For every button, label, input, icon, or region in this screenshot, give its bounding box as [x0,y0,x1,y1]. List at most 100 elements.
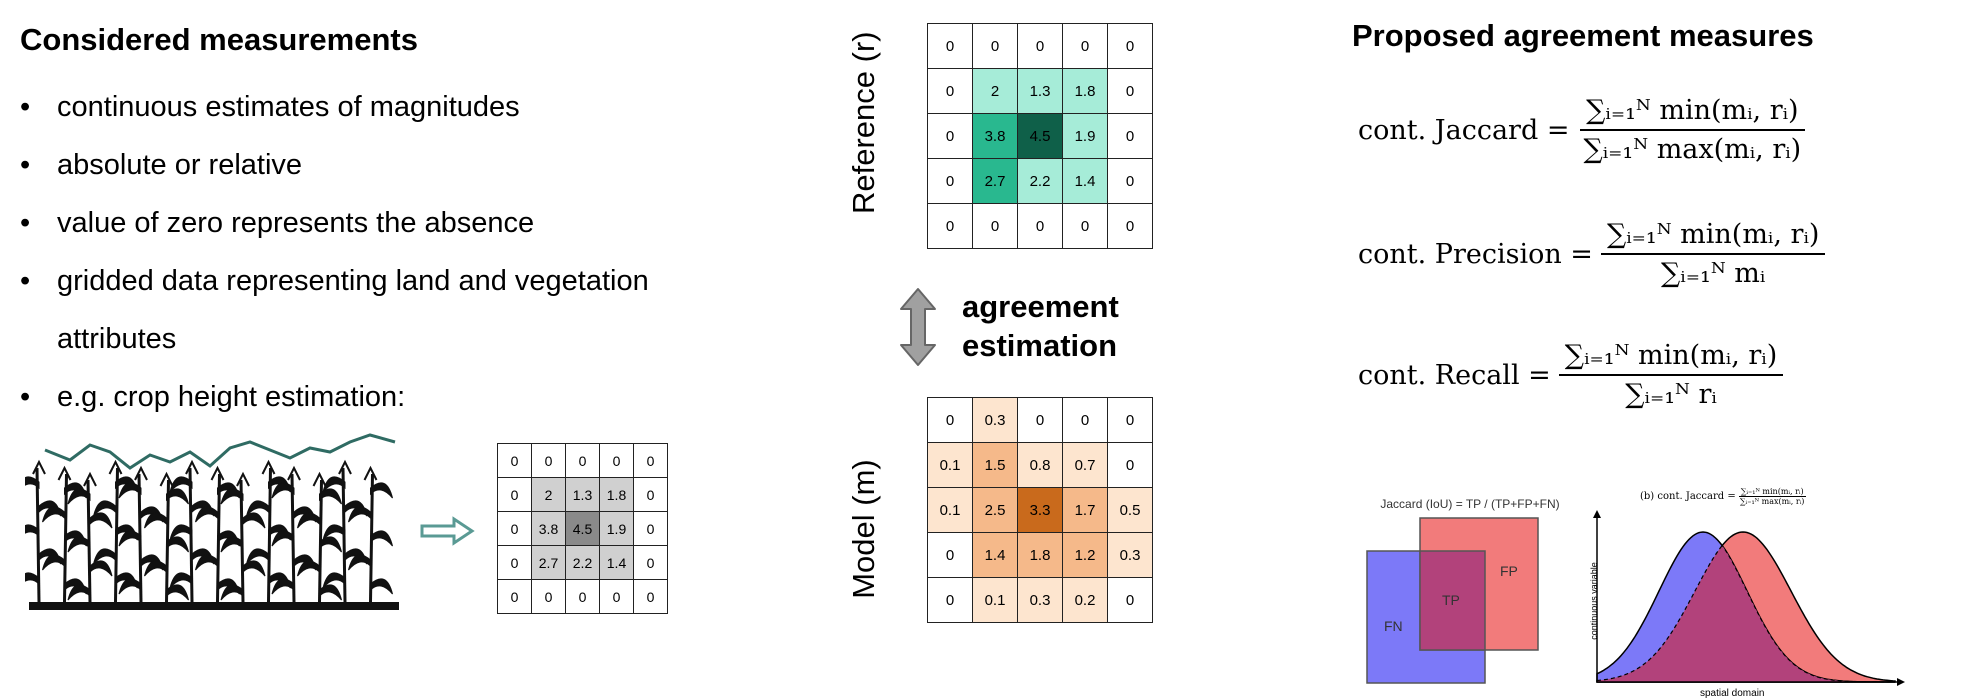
grid-cell: 1.2 [1062,532,1108,578]
grid-cell: 1.9 [599,511,634,546]
grid-cell: 0 [497,443,532,478]
y-axis-arrow-icon [1593,510,1601,518]
grid-cell: 0 [531,443,566,478]
grid-cell: 0 [1017,23,1063,69]
curves-ylabel: continuous variable [1589,562,1599,640]
overlap-area [1597,546,1895,682]
crop-plants [25,459,393,603]
right-arrow-icon [420,516,475,546]
grid-cell: 3.8 [972,113,1018,159]
x-axis-arrow-icon [1897,678,1905,686]
bullet-item: e.g. crop height estimation: [20,368,649,426]
grid-cell: 3.8 [531,511,566,546]
grid-cell: 2.5 [972,487,1018,533]
grid-cell: 4.5 [1017,113,1063,159]
venn-diagram [1366,517,1539,684]
grid-cell: 0 [1107,397,1153,443]
grid-cell: 0 [927,68,973,114]
venn-tp-label: TP [1442,592,1460,608]
double-arrow-icon [900,288,936,366]
right-title: Proposed agreement measures [1352,18,1814,53]
bullet-item: continuous estimates of magnitudes [20,78,649,136]
grid-cell: 0 [497,477,532,512]
grid-cell: 0 [927,203,973,249]
formula-jaccard: cont. Jaccard = ∑ᵢ₌₁ᴺ min(mᵢ, rᵢ) ∑ᵢ₌₁ᴺ … [1358,95,1807,165]
grid-cell: 2 [531,477,566,512]
grid-cell: 0.7 [1062,442,1108,488]
grid-cell: 1.8 [1017,532,1063,578]
grid-cell: 0.1 [927,442,973,488]
grid-cell: 0.1 [972,577,1018,623]
grid-cell: 0 [927,158,973,204]
grid-cell: 1.4 [972,532,1018,578]
grid-cell: 1.9 [1062,113,1108,159]
grid-cell: 0 [1017,203,1063,249]
grid-cell: 0 [565,579,600,614]
ground [29,602,399,610]
grid-cell: 1.3 [1017,68,1063,114]
reference-label: Reference (r) [846,31,881,214]
grid-cell: 0 [972,203,1018,249]
grid-cell: 1.4 [1062,158,1108,204]
formula-recall: cont. Recall = ∑ᵢ₌₁ᴺ min(mᵢ, rᵢ) ∑ᵢ₌₁ᴺ r… [1358,340,1784,410]
curves-title: (b) cont. Jaccard = ∑ᵢ₌₁ᴺ min(mᵢ, rᵢ) ∑ᵢ… [1640,487,1806,506]
grid-cell: 1.4 [599,545,634,580]
grid-cell: 1.8 [1062,68,1108,114]
grid-cell: 0 [633,477,668,512]
grid-cell: 0 [927,577,973,623]
bullet-list: continuous estimates of magnitudes absol… [20,78,649,426]
venn-fp-label: FP [1500,563,1518,579]
venn-tp-area [1419,550,1486,651]
grid-cell: 1.8 [599,477,634,512]
grid-cell: 0 [1062,203,1108,249]
grid-cell: 0 [497,579,532,614]
venn-title: Jaccard (IoU) = TP / (TP+FP+FN) [1380,497,1560,511]
grid-cell: 0 [633,443,668,478]
grid-cell: 0 [1107,203,1153,249]
grid-cell: 0 [633,511,668,546]
grid-cell: 0.2 [1062,577,1108,623]
grid-cell: 2.2 [1017,158,1063,204]
grid-cell: 0 [531,579,566,614]
grid-cell: 1.7 [1062,487,1108,533]
venn-fn-label: FN [1384,618,1403,634]
grid-cell: 0 [927,113,973,159]
grid-cell: 0.1 [927,487,973,533]
grid-cell: 0 [599,579,634,614]
grid-cell: 0 [927,397,973,443]
bullet-item: gridded data representing land and veget… [20,252,649,368]
grid-cell: 0 [1107,113,1153,159]
grid-cell: 0 [1017,397,1063,443]
grid-cell: 0 [1107,442,1153,488]
formula-precision: cont. Precision = ∑ᵢ₌₁ᴺ min(mᵢ, rᵢ) ∑ᵢ₌₁… [1358,219,1826,289]
agreement-estimation-label: agreement estimation [962,289,1119,363]
crop-silhouette-illustration [25,433,399,610]
left-title: Considered measurements [20,22,418,57]
grid-cell: 0 [927,23,973,69]
curves-xlabel: spatial domain [1700,688,1765,699]
grid-cell: 0.5 [1107,487,1153,533]
grid-cell: 0 [1107,577,1153,623]
continuous-jaccard-curves [1593,510,1905,686]
grid-cell: 0 [633,545,668,580]
grid-cell: 4.5 [565,511,600,546]
grid-cell: 0 [565,443,600,478]
grid-cell: 0 [497,511,532,546]
crop-height-line [44,433,396,470]
grid-cell: 0 [972,23,1018,69]
grid-cell: 3.3 [1017,487,1063,533]
model-label: Model (m) [846,459,881,599]
bullet-item: absolute or relative [20,136,649,194]
grid-cell: 0.3 [972,397,1018,443]
grid-cell: 0.8 [1017,442,1063,488]
grid-cell: 0 [1062,23,1108,69]
grid-cell: 0.3 [1107,532,1153,578]
grid-cell: 0 [1107,68,1153,114]
grid-cell: 2.2 [565,545,600,580]
grid-cell: 1.5 [972,442,1018,488]
grid-cell: 0 [497,545,532,580]
bullet-continuation: attributes [57,323,177,355]
grid-cell: 2.7 [972,158,1018,204]
grid-cell: 0 [1107,158,1153,204]
grid-cell: 1.3 [565,477,600,512]
